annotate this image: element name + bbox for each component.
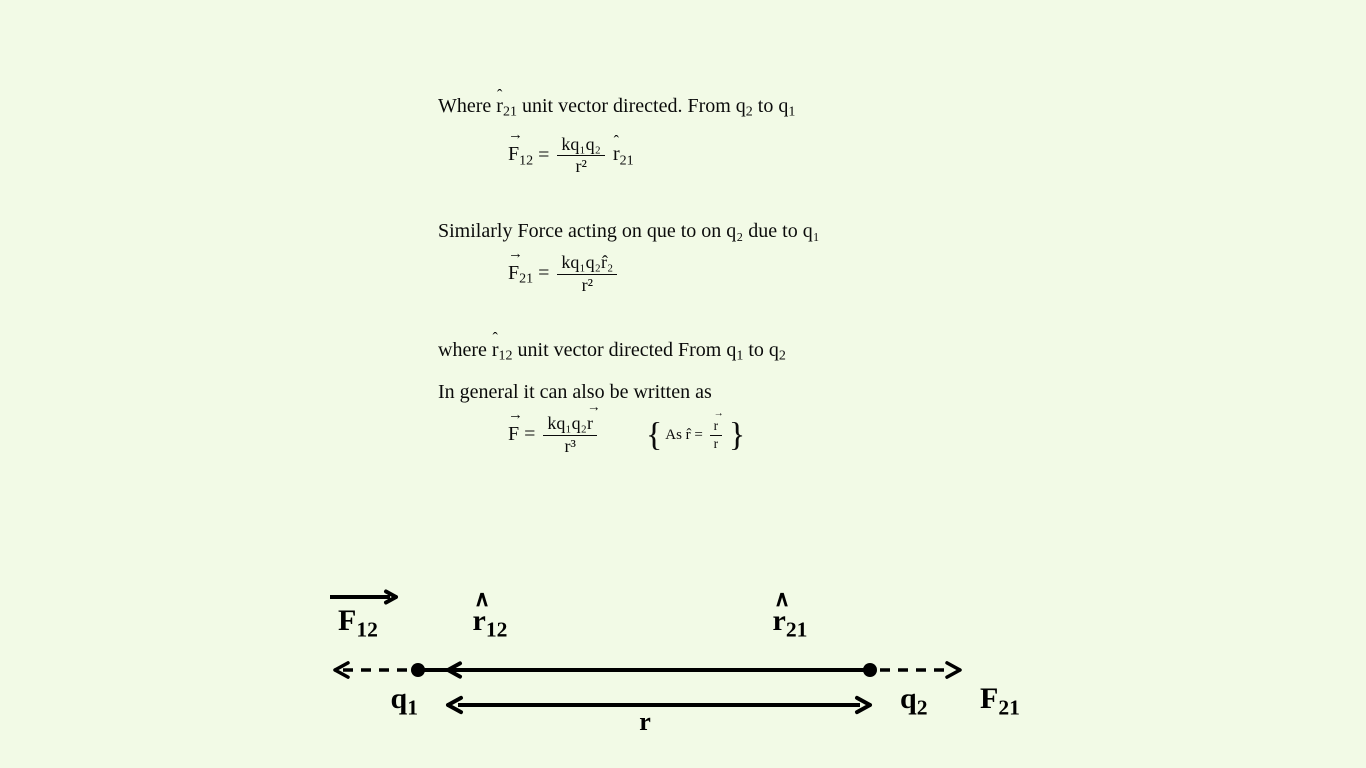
note-num: r (714, 418, 719, 433)
eq2-equals: = (538, 262, 554, 284)
force-diagram: F12r12∧r21∧q1q2F21r (300, 560, 1060, 750)
p3-mid2: to (743, 339, 769, 361)
vec-F21: →F (508, 262, 519, 285)
svg-text:F12: F12 (338, 604, 378, 642)
equation-general: →F = kq₁q₂→r r³ { As r̂ = →r r } (438, 414, 998, 457)
note-frac-den: r (710, 437, 723, 452)
F21-sub: 21 (519, 271, 533, 286)
F-letter: F (508, 423, 519, 445)
r12-r: r (492, 339, 499, 361)
paragraph-4: In general it can also be written as (438, 378, 998, 406)
note-frac-num: →r (710, 419, 723, 434)
vec-F: →F (508, 423, 519, 446)
p3-prefix: where (438, 339, 492, 361)
frac-1: kq₁q₂ r² (557, 135, 605, 178)
svg-text:r: r (639, 707, 651, 736)
eq1-equals: = (538, 143, 554, 165)
svg-text:∧: ∧ (474, 586, 490, 611)
r12-sub: 12 (499, 348, 513, 363)
p1-prefix: Where (438, 95, 496, 117)
note-eq: = (691, 427, 707, 443)
q1-sub: 1 (788, 105, 795, 120)
svg-text:∧: ∧ (774, 586, 790, 611)
vec-r-note: →r (714, 419, 719, 434)
F21-F: F (508, 262, 519, 284)
frac2-num: kq₁q₂r̂₂ (557, 253, 617, 273)
eq3-note: { As r̂ = →r r } (646, 419, 745, 452)
q2-sym: q (736, 95, 746, 117)
right-brace: } (729, 416, 745, 453)
frac-2: kq₁q₂r̂₂ r² (557, 253, 617, 296)
frac3-num-a: kq₁q₂ (547, 413, 587, 433)
paragraph-3: where r12 unit vector directed From q1 t… (438, 336, 998, 371)
r21-r-eq1: r (613, 143, 620, 165)
svg-text:q2: q2 (900, 682, 927, 720)
r21-hat-eq1: r (613, 143, 620, 166)
left-brace: { (646, 416, 662, 453)
q2b-sym: q (769, 339, 779, 361)
paragraph-2: Similarly Force acting on que to on q₂ d… (438, 217, 998, 245)
svg-text:q1: q1 (391, 682, 418, 720)
frac1-num: kq₁q₂ (557, 135, 605, 155)
r12-hat-inline: r (492, 336, 499, 364)
frac3-num: kq₁q₂→r (543, 414, 597, 434)
svg-text:F21: F21 (980, 682, 1020, 720)
p1-suffix: to (753, 95, 779, 117)
r21-sub: 21 (503, 105, 517, 120)
r21-sub-eq1: 21 (620, 153, 634, 168)
q2b-sub: 2 (779, 348, 786, 363)
eq3-lhs: →F = kq₁q₂→r r³ (508, 414, 600, 457)
F12-sub: 12 (519, 153, 533, 168)
F12-F: F (508, 143, 519, 165)
frac2-den: r² (557, 276, 617, 296)
frac3-den: r³ (543, 437, 597, 457)
p3-mid: unit vector directed From (513, 339, 727, 361)
q2-sub: 2 (746, 105, 753, 120)
note-as: As (665, 427, 685, 443)
page: Where r21 unit vector directed. From q2 … (0, 0, 1366, 768)
note-frac: →r r (710, 419, 723, 452)
r21-r: r (496, 95, 503, 117)
frac-3: kq₁q₂→r r³ (543, 414, 597, 457)
q1-sym: q (778, 95, 788, 117)
r21-hat-inline: r (496, 92, 503, 120)
vec-r-num: →r (587, 414, 593, 434)
frac1-den: r² (557, 157, 605, 177)
r-num: r (587, 413, 593, 433)
paragraph-1: Where r21 unit vector directed. From q2 … (438, 92, 998, 127)
vec-F12: →F (508, 143, 519, 166)
q1b-sym: q (726, 339, 736, 361)
content-column: Where r21 unit vector directed. From q2 … (438, 92, 998, 457)
p1-mid: unit vector directed. From (517, 95, 736, 117)
eq3-equals: = (524, 423, 540, 445)
equation-F21: →F21 = kq₁q₂r̂₂ r² (438, 253, 998, 296)
equation-F12: →F12 = kq₁q₂ r² r21 (438, 135, 998, 178)
